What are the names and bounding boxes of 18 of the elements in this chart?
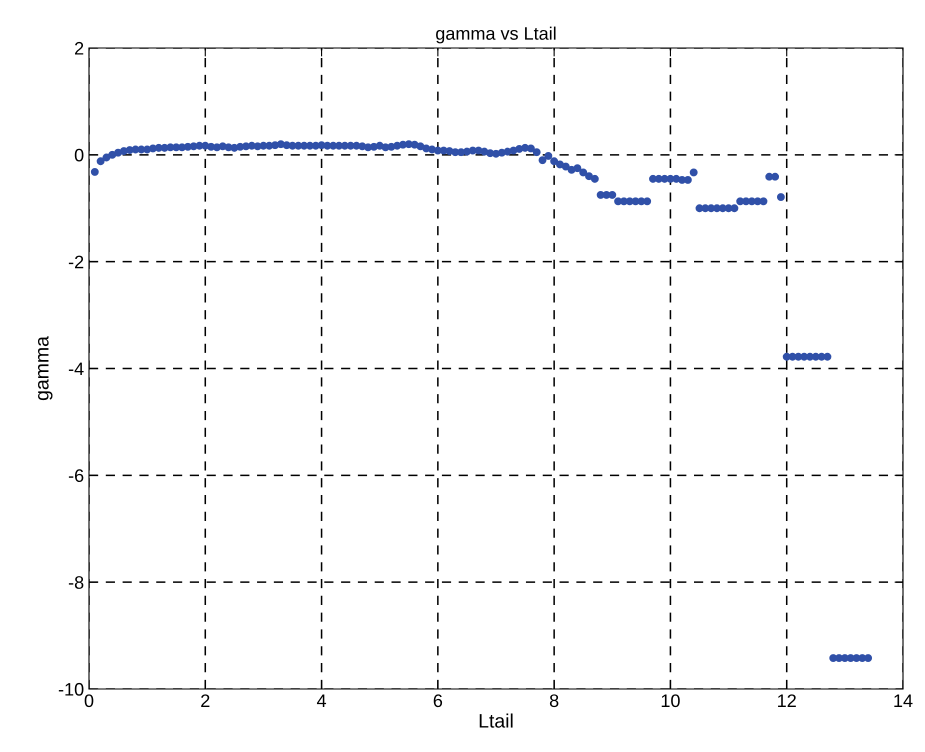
y-tick-label: 0 xyxy=(74,148,84,162)
x-tick-label: 14 xyxy=(894,694,913,707)
y-tick-label: -4 xyxy=(68,362,84,376)
x-tick-label: 2 xyxy=(201,694,210,707)
x-tick-label: 6 xyxy=(434,694,442,708)
x-tick-label: 4 xyxy=(316,694,326,707)
y-tick-label: -2 xyxy=(68,256,84,268)
x-tick-label: 8 xyxy=(550,694,558,708)
y-tick-label: -10 xyxy=(58,682,84,696)
x-tick-label: 10 xyxy=(662,694,680,708)
y-tick-label: -6 xyxy=(68,469,84,482)
y-tick-label: 2 xyxy=(75,42,84,55)
x-tick-label: 0 xyxy=(84,694,94,708)
y-axis-title: gamma xyxy=(38,336,52,400)
x-axis-title: Ltail xyxy=(480,713,513,728)
y-tick-label: -8 xyxy=(68,576,84,589)
chart-title: gamma vs Ltail xyxy=(436,26,556,44)
x-tick-label: 12 xyxy=(778,694,796,707)
